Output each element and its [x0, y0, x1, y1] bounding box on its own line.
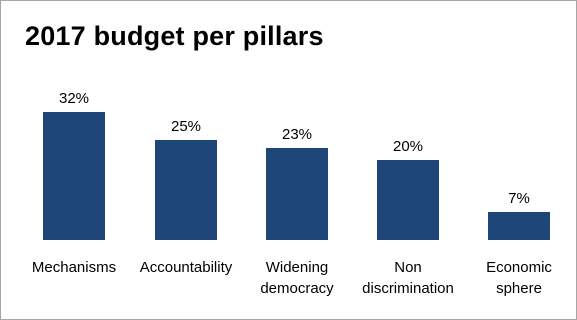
bar-2 [155, 140, 217, 240]
category-label-5-line-1: Economic [486, 259, 552, 276]
category-label-4-line-1: Non [394, 259, 422, 276]
value-label-1: 32% [59, 90, 89, 107]
category-label-2: Accountability [140, 259, 233, 276]
value-label-3: 23% [282, 126, 312, 143]
category-label-5-line-2: sphere [496, 280, 542, 297]
category-label-1: Mechanisms [32, 259, 116, 276]
chart-title: 2017 budget per pillars [25, 21, 324, 51]
category-label-4-line-2: discrimination [362, 280, 454, 297]
value-label-5: 7% [508, 190, 530, 207]
bar-3 [266, 148, 328, 240]
value-label-4: 20% [393, 138, 423, 155]
bar-4 [377, 160, 439, 240]
value-label-2: 25% [171, 118, 201, 135]
category-label-3-line-1: Widening [266, 259, 329, 276]
category-label-3-line-2: democracy [260, 280, 334, 297]
bar-1 [43, 112, 105, 240]
bar-5 [488, 212, 550, 240]
